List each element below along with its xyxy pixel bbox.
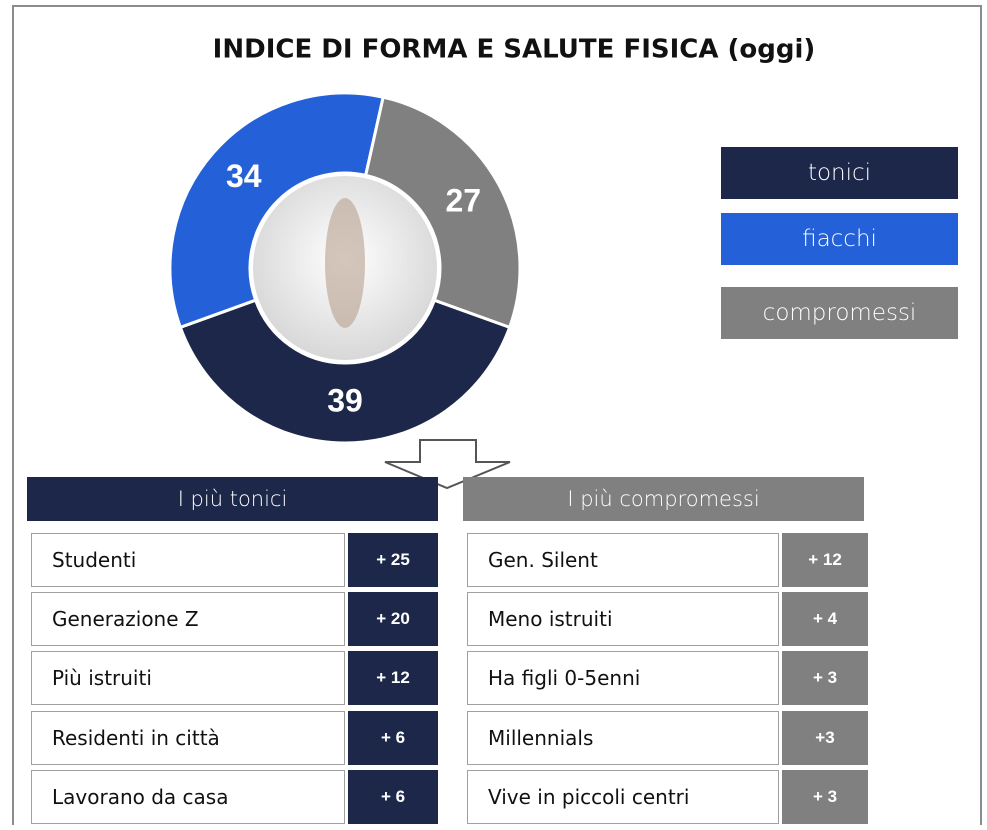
row-label: Residenti in città xyxy=(31,711,345,765)
row-value: + 6 xyxy=(348,711,438,765)
row-value: + 4 xyxy=(782,592,868,646)
table-header: I più tonici xyxy=(27,477,438,521)
row-value: + 3 xyxy=(782,770,868,824)
row-label: Lavorano da casa xyxy=(31,770,345,824)
photo-figure xyxy=(325,198,365,328)
row-value: + 12 xyxy=(348,651,438,705)
row-label: Più istruiti xyxy=(31,651,345,705)
legend-item: tonici xyxy=(721,147,958,199)
row-label: Studenti xyxy=(31,533,345,587)
table-row: Meno istruiti + 4 xyxy=(467,592,868,646)
legend-item: compromessi xyxy=(721,287,958,339)
table-row: Ha figli 0-5enni + 3 xyxy=(467,651,868,705)
table-row: Millennials +3 xyxy=(467,711,868,765)
row-value: + 6 xyxy=(348,770,438,824)
donut-segment xyxy=(363,95,522,330)
legend-item: fiacchi xyxy=(721,213,958,265)
arrow xyxy=(384,439,511,490)
table-row: Residenti in città + 6 xyxy=(31,711,438,765)
table-row: Gen. Silent + 12 xyxy=(467,533,868,587)
table-header: I più compromessi xyxy=(463,477,864,521)
row-value: + 20 xyxy=(348,592,438,646)
table-row: Studenti + 25 xyxy=(31,533,438,587)
row-label: Gen. Silent xyxy=(467,533,779,587)
table-row: Vive in piccoli centri + 3 xyxy=(467,770,868,824)
row-label: Vive in piccoli centri xyxy=(467,770,779,824)
data-label: 39 xyxy=(327,382,363,418)
row-value: + 25 xyxy=(348,533,438,587)
donut-segment xyxy=(178,298,512,445)
data-label: 34 xyxy=(226,158,262,194)
row-label: Ha figli 0-5enni xyxy=(467,651,779,705)
row-value: +3 xyxy=(782,711,868,765)
table-row: Lavorano da casa + 6 xyxy=(31,770,438,824)
row-label: Millennials xyxy=(467,711,779,765)
row-value: + 3 xyxy=(782,651,868,705)
frame xyxy=(12,5,982,825)
donut-segment xyxy=(168,91,385,330)
row-label: Meno istruiti xyxy=(467,592,779,646)
row-label: Generazione Z xyxy=(31,592,345,646)
chart-title: INDICE DI FORMA E SALUTE FISICA (oggi) xyxy=(213,35,816,65)
table-row: Generazione Z + 20 xyxy=(31,592,438,646)
row-value: + 12 xyxy=(782,533,868,587)
table-row: Più istruiti + 12 xyxy=(31,651,438,705)
data-label: 27 xyxy=(446,182,482,218)
